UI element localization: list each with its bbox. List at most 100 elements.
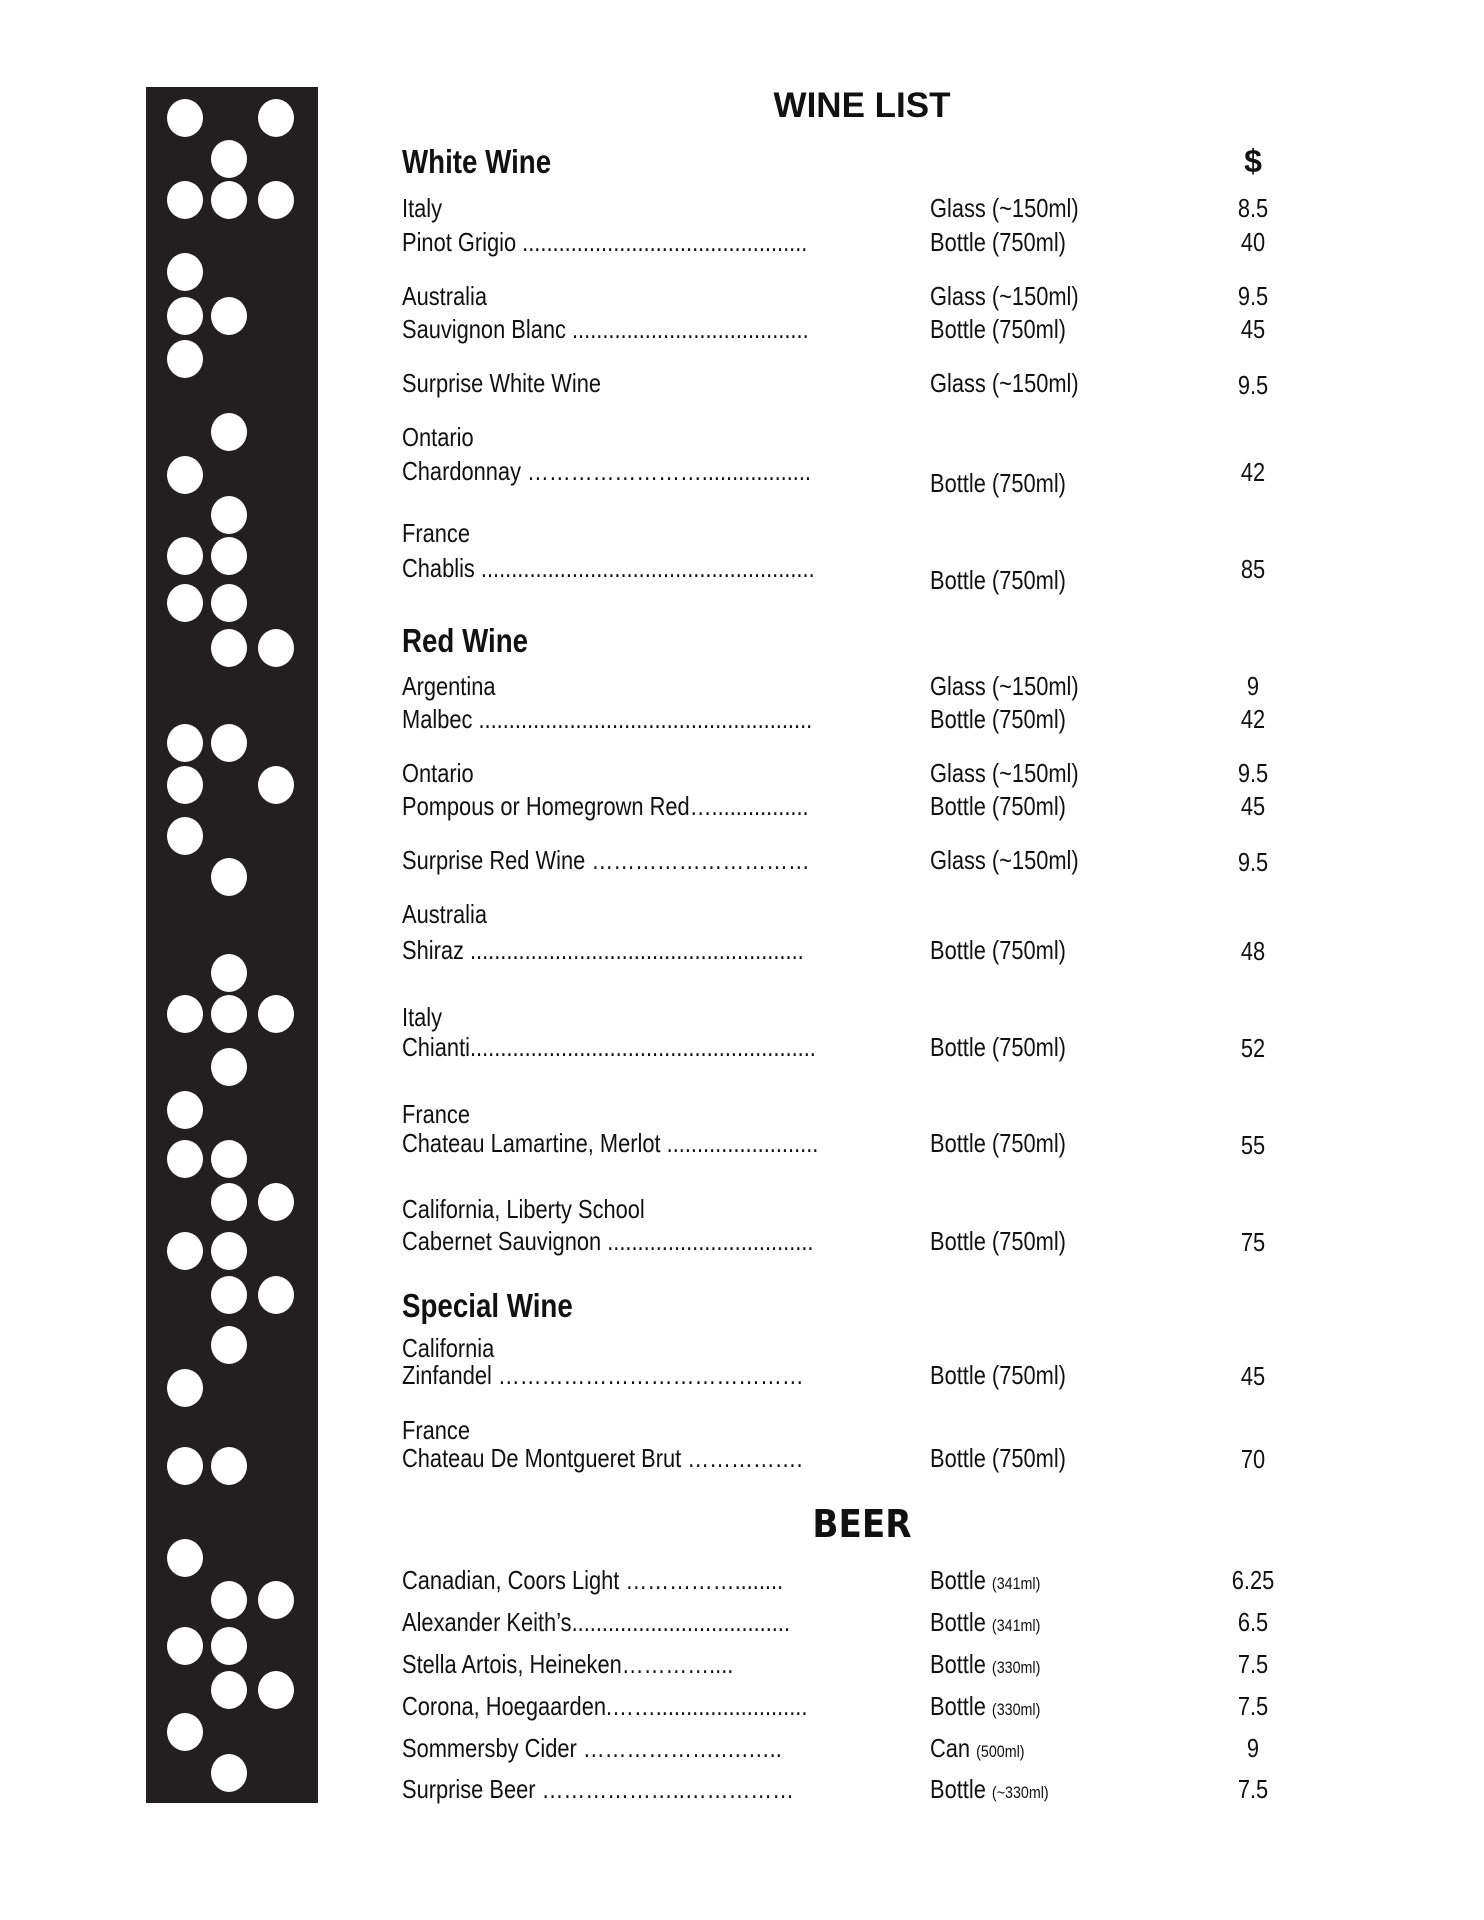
beer-container: Bottle (330ml): [930, 1647, 1040, 1681]
serving-size: Bottle (750ml): [930, 565, 1066, 595]
page-title: WINE LIST: [773, 86, 951, 125]
wine-name: Malbec .................................…: [402, 704, 813, 734]
price-column-header: $: [1244, 143, 1262, 179]
dot-icon: [211, 1626, 247, 1665]
price: 42: [1240, 704, 1266, 734]
dot-icon: [211, 995, 247, 1034]
section-heading: Special Wine: [402, 1287, 573, 1324]
beer-container: Bottle (330ml): [930, 1689, 1040, 1723]
dot-icon: [167, 1369, 203, 1408]
dot-icon: [211, 180, 247, 219]
beer-volume: (330ml): [991, 1658, 1041, 1677]
price: 6.5: [1237, 1607, 1269, 1637]
price: 9: [1246, 1733, 1260, 1763]
price: 55: [1240, 1130, 1266, 1160]
wine-name: Pinot Grigio ...........................…: [402, 227, 808, 257]
decorative-dot-column: [146, 87, 318, 1803]
dot-icon: [167, 253, 203, 292]
wine-origin: California: [402, 1333, 495, 1363]
serving-size: Bottle (750ml): [930, 314, 1066, 344]
dot-icon: [167, 1139, 203, 1178]
wine-name: Chianti.................................…: [402, 1032, 816, 1062]
dot-icon: [167, 1090, 203, 1129]
wine-name: Surprise Red Wine …………………………: [402, 845, 810, 875]
dot-icon: [258, 765, 294, 804]
dot-icon: [211, 1047, 247, 1086]
wine-name: Chateau De Montgueret Brut …………….: [402, 1443, 803, 1473]
price: 9.5: [1237, 847, 1269, 877]
dot-icon: [211, 1139, 247, 1178]
dot-icon: [211, 1276, 247, 1315]
serving-size: Bottle (750ml): [930, 935, 1066, 965]
dot-icon: [258, 1182, 294, 1221]
dot-icon: [258, 628, 294, 667]
beer-container-label: Bottle: [930, 1565, 986, 1595]
dot-icon: [211, 628, 247, 667]
dot-icon: [211, 297, 247, 336]
beer-volume: (341ml): [991, 1574, 1041, 1593]
wine-name: Zinfandel ……………………………………: [402, 1360, 804, 1390]
serving-size: Glass (~150ml): [930, 281, 1079, 311]
dot-icon: [167, 1712, 203, 1751]
beer-name: Corona, Hoegaarden.……...................…: [402, 1691, 808, 1721]
dot-icon: [167, 536, 203, 575]
price: 40: [1240, 227, 1266, 257]
dot-icon: [167, 724, 203, 763]
price: 45: [1240, 314, 1266, 344]
dot-icon: [211, 584, 247, 623]
serving-size: Bottle (750ml): [930, 791, 1066, 821]
beer-volume: (~330ml): [991, 1783, 1049, 1802]
price: 52: [1240, 1033, 1266, 1063]
serving-size: Bottle (750ml): [930, 1032, 1066, 1062]
wine-origin: California, Liberty School: [402, 1194, 645, 1224]
wine-origin: Australia: [402, 281, 487, 311]
dot-icon: [258, 98, 294, 137]
serving-size: Glass (~150ml): [930, 193, 1079, 223]
serving-size: Bottle (750ml): [930, 1360, 1066, 1390]
dot-icon: [211, 1326, 247, 1365]
dot-icon: [167, 1538, 203, 1577]
wine-origin: France: [402, 518, 470, 548]
wine-name: Chateau Lamartine, Merlot ..............…: [402, 1128, 819, 1158]
dot-icon: [211, 140, 247, 179]
dot-icon: [167, 817, 203, 856]
dot-icon: [167, 340, 203, 379]
wine-name: Shiraz .................................…: [402, 935, 804, 965]
section-heading: Red Wine: [402, 622, 529, 659]
beer-container: Bottle (~330ml): [930, 1772, 1049, 1806]
serving-size: Bottle (750ml): [930, 1443, 1066, 1473]
price: 7.5: [1237, 1774, 1269, 1804]
wine-name: Chablis ................................…: [402, 553, 815, 583]
wine-origin: Italy: [402, 193, 443, 223]
dot-icon: [167, 180, 203, 219]
price: 9.5: [1237, 370, 1269, 400]
price: 6.25: [1231, 1565, 1275, 1595]
wine-name: Surprise White Wine: [402, 368, 602, 398]
dot-icon: [211, 724, 247, 763]
serving-size: Glass (~150ml): [930, 368, 1079, 398]
wine-name: Cabernet Sauvignon .....................…: [402, 1226, 814, 1256]
dot-icon: [211, 1581, 247, 1620]
dot-icon: [211, 496, 247, 535]
wine-origin: Ontario: [402, 422, 474, 452]
beer-name: Stella Artois, Heineken…………....: [402, 1649, 734, 1679]
beer-container-label: Bottle: [930, 1774, 986, 1804]
wine-origin: Argentina: [402, 671, 496, 701]
wine-origin: France: [402, 1099, 470, 1129]
dot-icon: [167, 455, 203, 494]
dot-icon: [167, 1626, 203, 1665]
dot-icon: [258, 1581, 294, 1620]
price: 48: [1240, 936, 1266, 966]
beer-name: Sommersby Cider ……………….….…..: [402, 1733, 782, 1763]
wine-name: Sauvignon Blanc ........................…: [402, 314, 809, 344]
beer-heading: BEER: [812, 1502, 912, 1546]
dot-icon: [167, 98, 203, 137]
beer-container: Bottle (341ml): [930, 1563, 1040, 1597]
section-heading: White Wine: [402, 143, 552, 180]
dot-icon: [167, 1231, 203, 1270]
serving-size: Glass (~150ml): [930, 758, 1079, 788]
beer-volume: (500ml): [976, 1742, 1025, 1761]
dot-icon: [258, 1670, 294, 1709]
price: 75: [1240, 1227, 1266, 1257]
beer-volume: (330ml): [991, 1700, 1041, 1719]
